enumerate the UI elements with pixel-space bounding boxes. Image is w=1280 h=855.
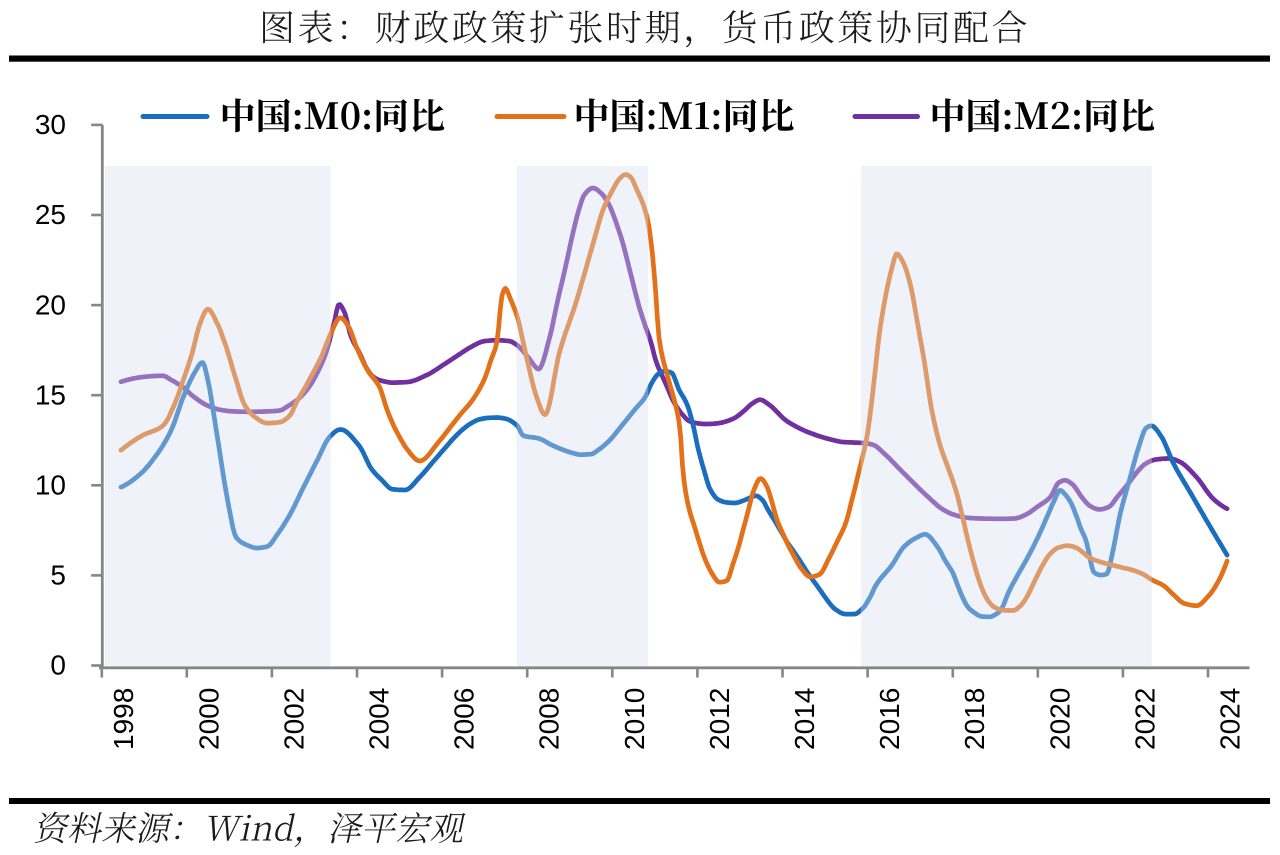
svg-text:2012: 2012 xyxy=(704,688,735,750)
svg-text:2014: 2014 xyxy=(789,688,820,750)
svg-text:2022: 2022 xyxy=(1129,688,1160,750)
svg-text:2006: 2006 xyxy=(449,688,480,750)
svg-text:1998: 1998 xyxy=(108,688,139,750)
svg-text:30: 30 xyxy=(35,109,66,140)
svg-text:20: 20 xyxy=(35,289,66,320)
svg-text:25: 25 xyxy=(35,199,66,230)
svg-text:10: 10 xyxy=(35,470,66,501)
svg-text:2018: 2018 xyxy=(959,688,990,750)
svg-text:0: 0 xyxy=(50,650,66,681)
svg-text:2000: 2000 xyxy=(193,688,224,750)
svg-text:2020: 2020 xyxy=(1044,688,1075,750)
svg-text:2008: 2008 xyxy=(534,688,565,750)
svg-text:15: 15 xyxy=(35,379,66,410)
svg-text:2024: 2024 xyxy=(1215,688,1246,750)
svg-text:5: 5 xyxy=(50,560,66,591)
svg-text:2010: 2010 xyxy=(619,688,650,750)
svg-text:2002: 2002 xyxy=(278,688,309,750)
svg-text:2004: 2004 xyxy=(364,688,395,750)
svg-text:2016: 2016 xyxy=(874,688,905,750)
